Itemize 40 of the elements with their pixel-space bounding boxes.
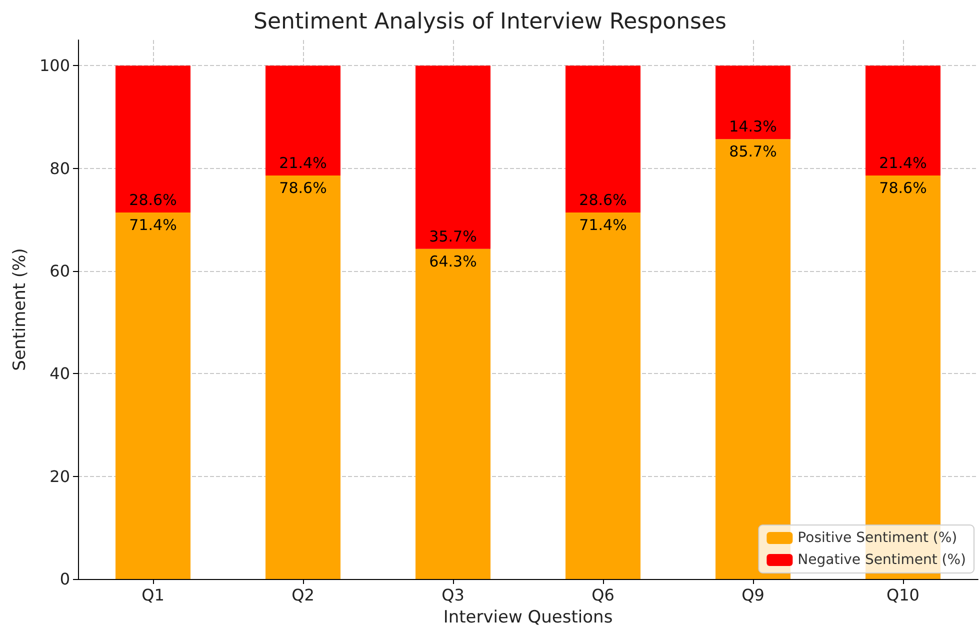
- y-tick-label: 60: [50, 262, 70, 280]
- data-label: 71.4%: [579, 216, 627, 234]
- y-axis-title: Sentiment (%): [10, 248, 30, 371]
- bar: [866, 66, 940, 176]
- data-label: 28.6%: [579, 190, 627, 209]
- x-tick-label: Q10: [886, 586, 920, 604]
- data-label: 85.7%: [729, 142, 777, 161]
- y-tick-label: 80: [50, 158, 70, 178]
- x-tick-label: Q6: [592, 586, 614, 604]
- data-label: 14.3%: [729, 118, 777, 136]
- x-tick-label: Q9: [742, 586, 764, 604]
- x-tick-label: Q2: [292, 586, 314, 604]
- bar: [566, 212, 640, 579]
- y-tick-label: 100: [39, 56, 70, 76]
- data-label: 71.4%: [129, 216, 177, 234]
- x-tick-label: Q1: [142, 586, 164, 604]
- y-tick-label: 40: [50, 364, 70, 384]
- bar: [416, 66, 490, 249]
- bar: [116, 212, 190, 579]
- bar: [566, 66, 640, 212]
- bar: [266, 176, 340, 579]
- bar: [416, 248, 490, 579]
- x-axis-title: Interview Questions: [443, 608, 613, 628]
- bar: [116, 66, 190, 212]
- y-tick-label: 0: [60, 570, 70, 588]
- data-label: 64.3%: [429, 252, 477, 270]
- x-tick-label: Q3: [442, 586, 464, 604]
- legend-label: Positive Sentiment (%): [798, 530, 958, 546]
- bar: [716, 139, 790, 579]
- y-tick-label: 20: [50, 466, 70, 486]
- data-label: 21.4%: [279, 154, 327, 172]
- data-label: 78.6%: [879, 179, 927, 198]
- bar: [716, 66, 790, 140]
- data-label: 21.4%: [879, 154, 927, 172]
- bar: [266, 66, 340, 176]
- data-label: 28.6%: [129, 190, 177, 209]
- data-label: 35.7%: [429, 227, 477, 246]
- legend-label: Negative Sentiment (%): [798, 552, 966, 568]
- chart-title: Sentiment Analysis of Interview Responses: [254, 10, 726, 34]
- data-label: 78.6%: [279, 179, 327, 198]
